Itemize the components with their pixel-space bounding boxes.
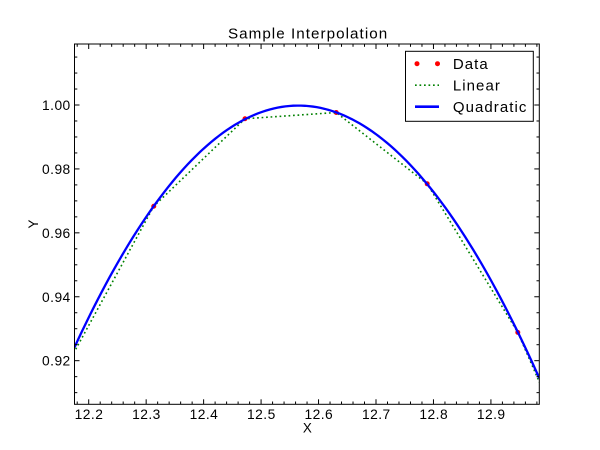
- svg-text:0.96: 0.96: [42, 226, 71, 241]
- svg-text:Sample Interpolation: Sample Interpolation: [228, 26, 388, 43]
- svg-text:12.4: 12.4: [190, 407, 219, 422]
- svg-text:12.3: 12.3: [132, 407, 161, 422]
- svg-text:12.5: 12.5: [247, 407, 276, 422]
- svg-text:Quadratic: Quadratic: [453, 99, 527, 116]
- svg-text:Y: Y: [26, 219, 41, 228]
- svg-text:12.8: 12.8: [419, 407, 448, 422]
- svg-text:Linear: Linear: [453, 78, 501, 95]
- svg-text:12.7: 12.7: [362, 407, 391, 422]
- svg-text:12.9: 12.9: [477, 407, 506, 422]
- svg-text:X: X: [303, 421, 312, 436]
- svg-text:12.2: 12.2: [75, 407, 104, 422]
- svg-text:1.00: 1.00: [42, 98, 71, 113]
- svg-text:0.98: 0.98: [42, 162, 71, 177]
- svg-text:0.94: 0.94: [42, 290, 71, 305]
- svg-text:0.92: 0.92: [42, 354, 71, 369]
- svg-text:Data: Data: [453, 56, 489, 73]
- svg-text:12.6: 12.6: [305, 407, 334, 422]
